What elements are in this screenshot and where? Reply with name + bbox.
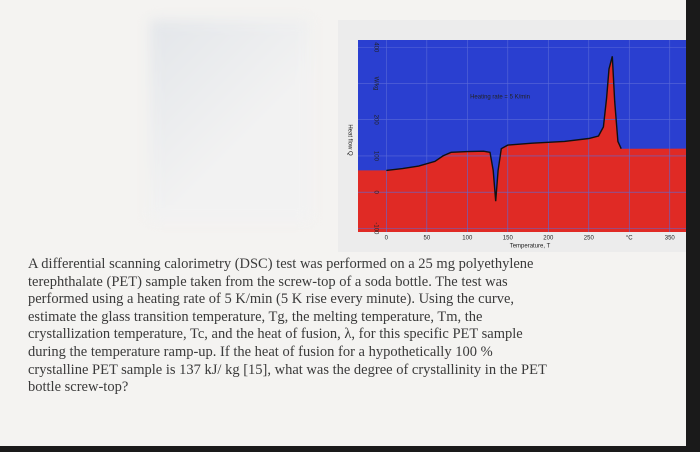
x-tick-label: 100 <box>462 236 473 242</box>
text-line: during the temperature ramp-up. If the h… <box>28 343 493 360</box>
y-tick-label: 400 <box>372 42 378 53</box>
chart: 0 50 100 150 200 250 °C 350 -100 0 100 200 W/kg 400 Te… <box>346 40 686 250</box>
x-tick-label: 200 <box>543 236 554 242</box>
text-line: estimate the glass transition temperatur… <box>28 308 483 325</box>
y-tick-label: -100 <box>372 222 378 235</box>
y-tick-label: 0 <box>372 190 378 194</box>
problem-text: A differential scanning calorimetry (DSC… <box>28 256 686 397</box>
y-tick-label: 200 <box>372 115 378 126</box>
y-tick-label: W/kg <box>372 77 378 91</box>
x-tick-label: 150 <box>503 236 514 242</box>
dsc-curve <box>386 56 622 202</box>
text-line: crystalline PET sample is 137 kJ/ kg [15… <box>28 361 547 378</box>
annotation: Heating rate = 5 K/min <box>470 95 530 101</box>
text-line: terephthalate (PET) sample taken from th… <box>28 273 508 290</box>
text-line: crystallization temperature, Tc, and the… <box>28 326 523 343</box>
text-line: performed using a heating rate of 5 K/mi… <box>28 291 515 308</box>
x-tick-label: 0 <box>385 236 389 242</box>
x-tick-label: °C <box>626 236 633 242</box>
x-axis-label: Temperature, T <box>510 244 551 250</box>
y-tick-label: 100 <box>372 151 378 162</box>
y-axis-label: Heat flow Q <box>346 124 352 156</box>
page: 0 50 100 150 200 250 °C 350 -100 0 100 200 W/kg 400 Te… <box>0 0 686 446</box>
blurred-area <box>150 20 310 220</box>
text-line: bottle screw-top? <box>28 379 129 396</box>
text-line: A differential scanning calorimetry (DSC… <box>28 256 534 272</box>
x-tick-label: 250 <box>584 236 595 242</box>
x-tick-label: 50 <box>423 236 430 242</box>
x-tick-label: 350 <box>665 236 676 242</box>
